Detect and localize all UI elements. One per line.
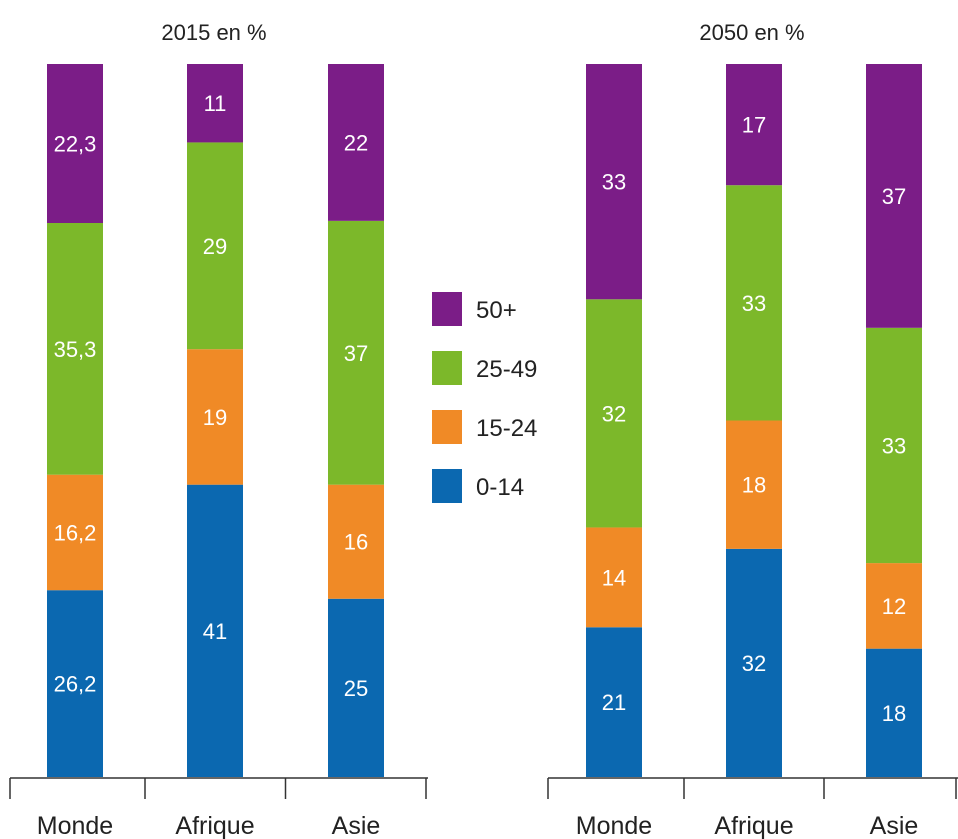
data-label: 37 [344,341,368,366]
x-tick-label: Monde [37,812,113,839]
data-label: 25 [344,676,368,701]
bar-segment-25-49-monde [586,299,642,528]
data-label: 33 [742,291,766,316]
data-label: 26,2 [54,672,97,697]
data-label: 29 [203,234,227,259]
data-label: 32 [742,651,766,676]
bar-segment-50+-asie [328,64,384,221]
bar-segment-0-14-afrique [726,548,782,777]
data-label: 22 [344,130,368,155]
bar-segment-50+-afrique [726,64,782,186]
data-label: 37 [882,184,906,209]
data-label: 11 [204,91,227,116]
bar-segment-50+-afrique [187,64,243,143]
legend-swatch [432,351,462,385]
bar-segment-15-24-afrique [187,349,243,485]
chart-2015: 2015 en % 26,2 16,2 35,3 22,3 Monde 41 19 29 11 Af… [9,20,428,839]
legend: 50+ 25-49 15-24 0-14 [432,292,537,503]
data-label: 41 [203,619,227,644]
data-label: 12 [882,594,906,619]
data-label: 35,3 [54,337,97,362]
data-label: 18 [742,473,766,498]
bar-segment-50+-asie [866,64,922,328]
data-label: 17 [742,113,766,138]
chart-title: 2015 en % [161,20,266,45]
data-label: 22,3 [54,131,97,156]
data-label: 32 [602,401,626,426]
data-label: 33 [602,170,626,195]
bar-segment-0-14-afrique [187,484,243,777]
data-label: 18 [882,701,906,726]
bar-segment-25-49-asie [866,327,922,564]
bar-segment-15-24-asie [866,563,922,649]
data-label: 33 [882,433,906,458]
bar-segment-50+-monde [47,64,103,223]
bar-segment-0-14-monde [586,627,642,777]
data-label: 16 [344,530,368,555]
bar-segment-25-49-monde [47,222,103,475]
legend-swatch [432,292,462,326]
x-tick-label: Monde [576,812,652,839]
legend-swatch [432,410,462,444]
x-tick-label: Asie [870,812,919,839]
bar-segment-15-24-asie [328,484,384,599]
data-label: 14 [602,565,626,590]
legend-label: 25-49 [476,356,537,383]
bar-segment-0-14-asie [328,598,384,777]
data-label: 19 [203,405,227,430]
bar-segment-15-24-monde [47,474,103,591]
bar-segment-25-49-afrique [726,185,782,421]
x-tick-label: Asie [332,812,381,839]
legend-swatch [432,469,462,503]
data-label: 16,2 [54,520,97,545]
bar-segment-15-24-afrique [726,420,782,549]
bar-segment-0-14-monde [47,590,103,777]
legend-label: 0-14 [476,474,524,501]
x-tick-label: Afrique [714,812,793,839]
bar-segment-50+-monde [586,64,642,300]
legend-label: 15-24 [476,415,537,442]
chart-title: 2050 en % [699,20,804,45]
bar-segment-15-24-monde [586,527,642,628]
data-label: 21 [602,690,626,715]
bar-segment-0-14-asie [866,648,922,777]
bar-segment-25-49-afrique [187,142,243,350]
legend-label: 50+ [476,297,517,324]
bar-segment-25-49-asie [328,220,384,485]
x-tick-label: Afrique [175,812,254,839]
chart-2050: 2050 en % 21 14 32 33 Monde 32 18 33 17 Afrique 18 1… [547,20,958,839]
